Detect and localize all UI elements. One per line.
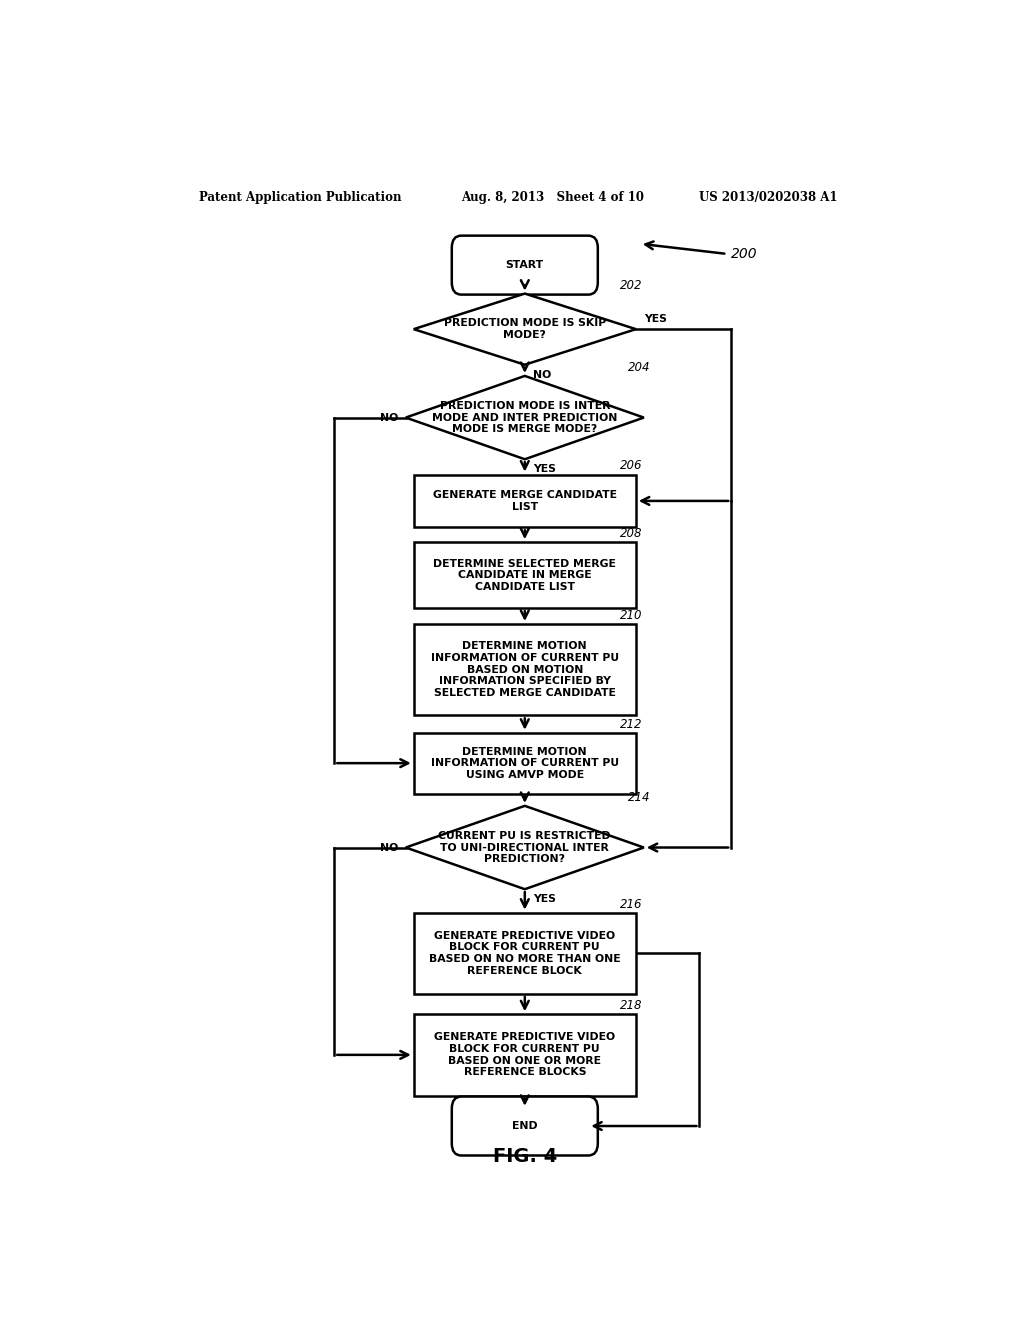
Text: 214: 214 <box>628 791 650 804</box>
Text: YES: YES <box>644 314 667 325</box>
Text: 204: 204 <box>628 360 650 374</box>
Text: YES: YES <box>532 465 556 474</box>
Bar <box>414 624 636 715</box>
Text: US 2013/0202038 A1: US 2013/0202038 A1 <box>699 190 838 203</box>
Text: DETERMINE SELECTED MERGE
CANDIDATE IN MERGE
CANDIDATE LIST: DETERMINE SELECTED MERGE CANDIDATE IN ME… <box>433 558 616 591</box>
Text: 208: 208 <box>620 527 642 540</box>
Text: 202: 202 <box>620 279 642 292</box>
Text: DETERMINE MOTION
INFORMATION OF CURRENT PU
USING AMVP MODE: DETERMINE MOTION INFORMATION OF CURRENT … <box>431 747 618 780</box>
Bar <box>414 543 636 609</box>
FancyBboxPatch shape <box>452 1097 598 1155</box>
Bar <box>414 733 636 793</box>
Text: GENERATE PREDICTIVE VIDEO
BLOCK FOR CURRENT PU
BASED ON ONE OR MORE
REFERENCE BL: GENERATE PREDICTIVE VIDEO BLOCK FOR CURR… <box>434 1032 615 1077</box>
Text: NO: NO <box>380 413 397 422</box>
Bar <box>414 474 636 528</box>
Text: START: START <box>506 260 544 271</box>
Text: Patent Application Publication: Patent Application Publication <box>200 190 402 203</box>
Text: Aug. 8, 2013   Sheet 4 of 10: Aug. 8, 2013 Sheet 4 of 10 <box>461 190 644 203</box>
Text: 212: 212 <box>620 718 642 731</box>
Text: NO: NO <box>532 370 551 380</box>
Text: 216: 216 <box>620 898 642 911</box>
Text: DETERMINE MOTION
INFORMATION OF CURRENT PU
BASED ON MOTION
INFORMATION SPECIFIED: DETERMINE MOTION INFORMATION OF CURRENT … <box>431 642 618 698</box>
Bar <box>414 912 636 994</box>
Text: END: END <box>512 1121 538 1131</box>
Text: 200: 200 <box>731 247 758 261</box>
Text: 210: 210 <box>620 609 642 622</box>
FancyBboxPatch shape <box>452 236 598 294</box>
Bar <box>414 1014 636 1096</box>
Text: 206: 206 <box>620 459 642 473</box>
Polygon shape <box>414 293 636 364</box>
Text: GENERATE MERGE CANDIDATE
LIST: GENERATE MERGE CANDIDATE LIST <box>433 490 616 512</box>
Polygon shape <box>406 805 644 890</box>
Text: FIG. 4: FIG. 4 <box>493 1147 557 1166</box>
Text: NO: NO <box>380 842 397 853</box>
Text: YES: YES <box>532 894 556 904</box>
Text: PREDICTION MODE IS SKIP
MODE?: PREDICTION MODE IS SKIP MODE? <box>443 318 606 341</box>
Text: CURRENT PU IS RESTRICTED
TO UNI-DIRECTIONAL INTER
PREDICTION?: CURRENT PU IS RESTRICTED TO UNI-DIRECTIO… <box>438 830 611 865</box>
Polygon shape <box>406 376 644 459</box>
Text: 218: 218 <box>620 999 642 1012</box>
Text: GENERATE PREDICTIVE VIDEO
BLOCK FOR CURRENT PU
BASED ON NO MORE THAN ONE
REFEREN: GENERATE PREDICTIVE VIDEO BLOCK FOR CURR… <box>429 931 621 975</box>
Text: PREDICTION MODE IS INTER
MODE AND INTER PREDICTION
MODE IS MERGE MODE?: PREDICTION MODE IS INTER MODE AND INTER … <box>432 401 617 434</box>
